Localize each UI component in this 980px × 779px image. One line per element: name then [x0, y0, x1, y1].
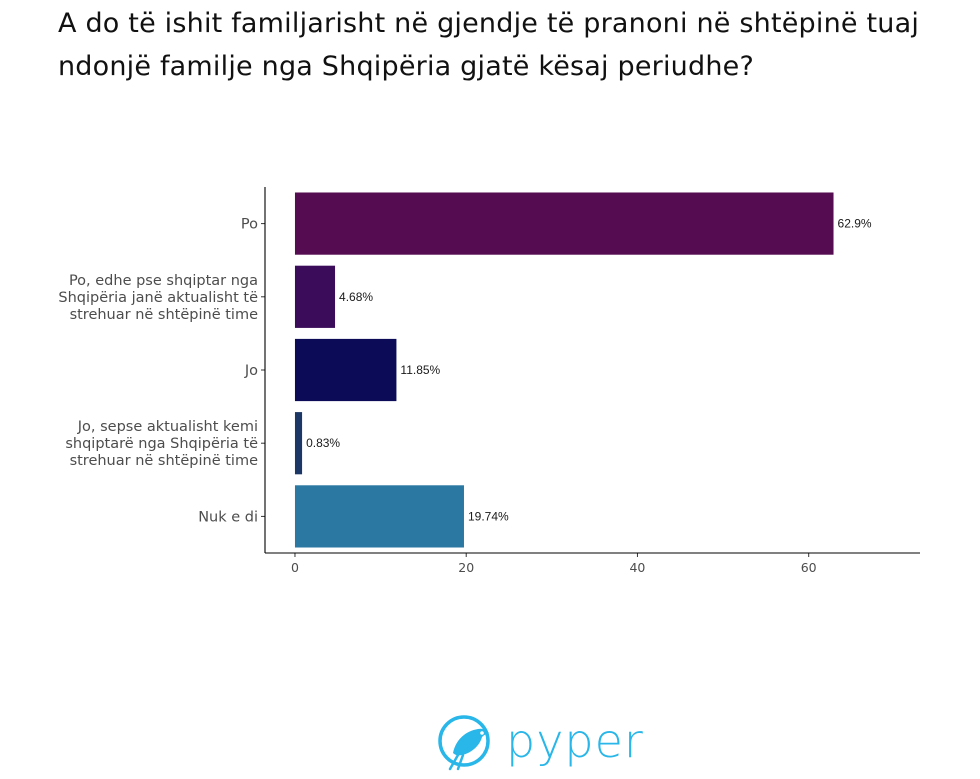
category-label-line: strehuar në shtëpinë time [70, 307, 259, 323]
category-label-line: Jo, sepse aktualisht kemi [77, 419, 258, 435]
bar-3 [294, 412, 303, 475]
value-label-4: 19.74% [468, 509, 509, 523]
category-label-1: Po, edhe pse shqiptar nga Shqipëria janë … [58, 273, 258, 323]
bars [294, 192, 834, 548]
category-label-line: Po [241, 217, 258, 233]
x-tick-label-3: 60 [801, 560, 817, 575]
category-label-line: shqiptarë nga Shqipëria të [65, 436, 258, 452]
category-label-line: strehuar në shtëpinë time [70, 453, 259, 469]
chart-title: A do të ishit familjarisht në gjendje të… [58, 8, 920, 82]
pyper-logo: pyper [436, 706, 644, 776]
category-label-3: Jo, sepse aktualisht kemi shqiptarë nga S… [65, 419, 258, 469]
value-label-3: 0.83% [306, 436, 340, 450]
logo-wordmark: pyper [506, 714, 644, 768]
value-label-0: 62.9% [838, 217, 872, 231]
bar-chart: Po Po, edhe pse shqiptar nga Shqipëria jan… [58, 187, 920, 575]
value-label-2: 11.85% [400, 363, 440, 377]
y-axis-ticks [261, 223, 265, 517]
x-tick-label-1: 20 [458, 560, 474, 575]
category-label-4: Nuk e di [198, 509, 258, 525]
x-tick-label-2: 40 [629, 560, 645, 575]
bird-logo-icon [438, 715, 490, 771]
x-axis-ticks: 0 20 40 60 [291, 553, 817, 575]
bar-0 [294, 192, 834, 255]
category-label-line: Jo [244, 363, 258, 379]
y-axis-labels: Po Po, edhe pse shqiptar nga Shqipëria jan… [58, 217, 258, 526]
bar-2 [294, 338, 397, 402]
bar-1 [294, 265, 336, 328]
category-label-line: Shqipëria janë aktualisht të [58, 290, 258, 306]
category-label-line: Nuk e di [198, 509, 258, 525]
value-labels: 62.9% 4.68% 11.85% 0.83% 19.74% [306, 217, 872, 524]
category-label-line: Po, edhe pse shqiptar nga [69, 273, 258, 289]
category-label-2: Jo [244, 363, 258, 379]
category-label-0: Po [241, 217, 258, 233]
bar-4 [294, 485, 464, 548]
value-label-1: 4.68% [339, 290, 373, 304]
x-tick-label-0: 0 [291, 560, 299, 575]
